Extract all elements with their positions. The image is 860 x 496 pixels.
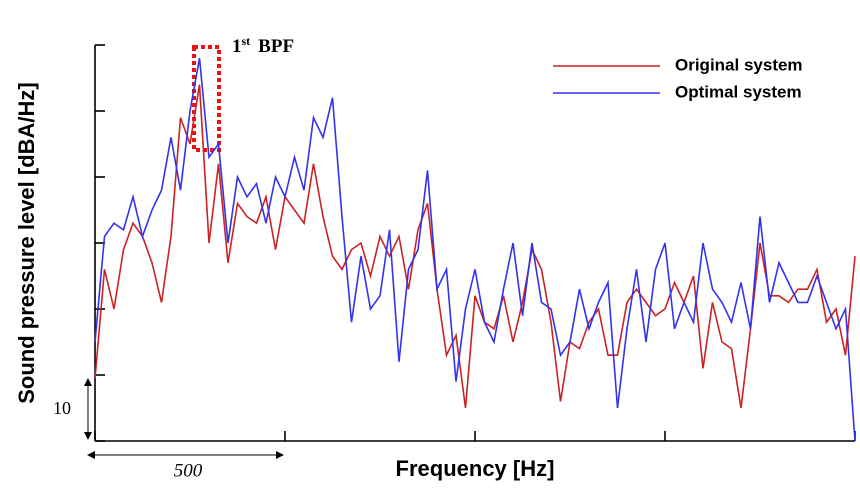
y-axis-label: Sound pressure level [dBA/Hz]: [14, 82, 39, 404]
annotation-number: 1: [232, 36, 242, 57]
annotation: 1st BPF: [232, 34, 294, 58]
x-scale-label: 500: [174, 460, 203, 481]
highlight-box: [192, 45, 221, 152]
legend-label: Original system: [675, 55, 803, 74]
data-line: [94, 84, 856, 409]
annotation-text: BPF: [258, 36, 294, 57]
y-scale-label: 10: [53, 398, 71, 418]
legend-label: Optimal system: [675, 82, 802, 101]
x-axis-label: Frequency [Hz]: [396, 456, 555, 481]
data-line: [94, 58, 856, 442]
annotation-suffix: st: [242, 34, 251, 48]
